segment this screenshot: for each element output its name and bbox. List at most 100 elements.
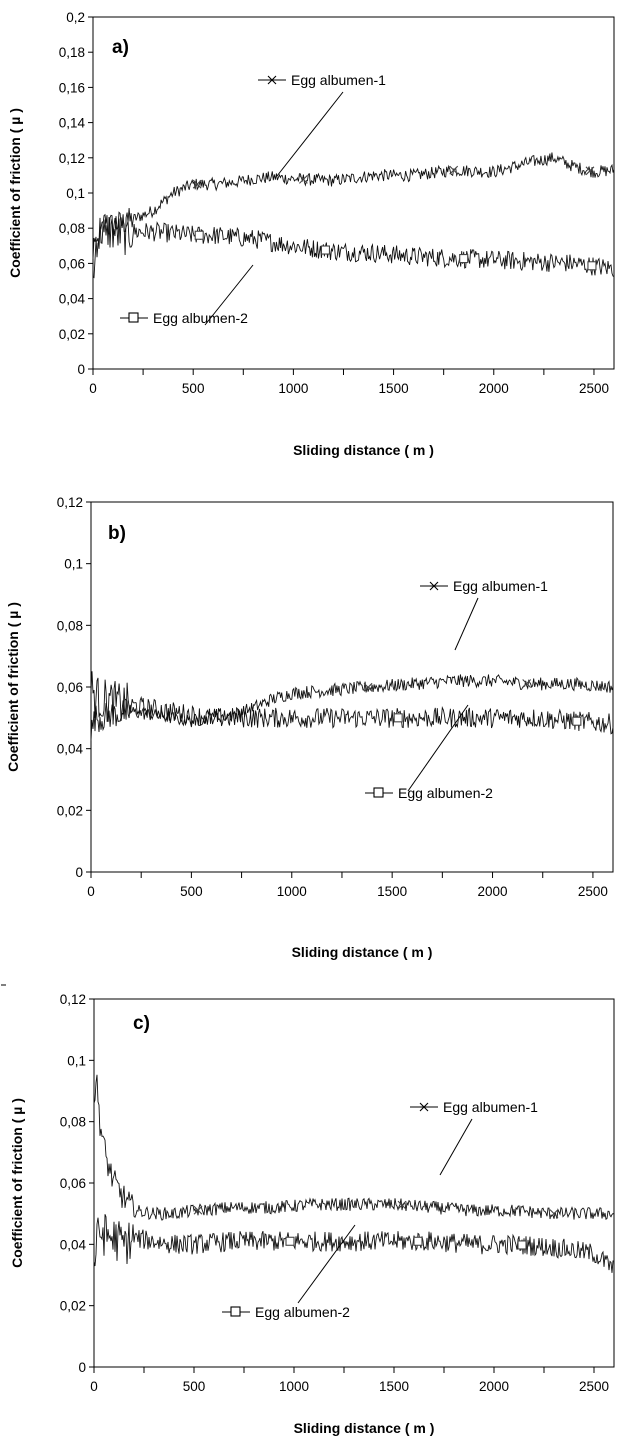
chart-panel-c: 0 0,02 0,04 0,06 0,08 0,1 0,12 0 500 1000 1500 2000… — [9, 992, 615, 1436]
legend-label: Egg albumen-1 — [453, 578, 548, 594]
x-axis-label: Sliding distance ( m ) — [293, 442, 434, 458]
legend-leader-line — [276, 91, 344, 177]
y-tick-label: 0,12 — [59, 151, 85, 166]
panel-label: c) — [133, 1013, 150, 1034]
legend-marker-x — [419, 1102, 429, 1112]
x-tick-label: 2500 — [579, 381, 609, 396]
y-tick-label: 0 — [77, 362, 85, 377]
series-line-2 — [92, 212, 615, 278]
series-marker-x — [522, 679, 532, 688]
x-tick-label: 2000 — [479, 1379, 509, 1394]
series-marker-x — [193, 1205, 203, 1215]
x-tick-label: 2500 — [579, 1379, 609, 1394]
y-tick-label: 0,06 — [60, 1176, 86, 1191]
y-tick-label: 0,18 — [59, 45, 85, 60]
series-marker-square — [393, 713, 403, 723]
legend-label: Egg albumen-1 — [443, 1099, 538, 1115]
x-tick-label: 0 — [87, 884, 95, 899]
x-tick-label: 1000 — [279, 1379, 309, 1394]
chart-panel-b: 0 0,02 0,04 0,06 0,08 0,1 0,12 0 500 1000 1500 2000… — [5, 495, 614, 960]
series-marker-square — [194, 230, 204, 240]
legend-leader-line — [407, 704, 469, 792]
y-tick-label: 0,04 — [59, 292, 86, 307]
y-tick-label: 0,02 — [57, 803, 83, 818]
series-line-1 — [92, 152, 615, 279]
legend-label: Egg albumen-2 — [255, 1304, 350, 1320]
panel-label: b) — [108, 523, 126, 544]
series-marker-x — [192, 179, 202, 189]
series-marker-square — [572, 716, 582, 726]
series-marker-x — [363, 682, 373, 692]
x-tick-label: 1500 — [379, 381, 409, 396]
y-axis-label: Coefficient of friction ( µ ) — [9, 1098, 25, 1268]
y-tick-label: 0,12 — [57, 495, 83, 510]
x-tick-label: 0 — [89, 381, 97, 396]
series-marker-x — [585, 166, 595, 176]
legend-entry-1: Egg albumen-1 — [410, 1099, 538, 1176]
panel-label: a) — [112, 37, 129, 58]
y-tick-label: 0 — [78, 1360, 86, 1375]
series-marker-x — [299, 174, 308, 184]
legend-label: Egg albumen-1 — [291, 72, 386, 88]
series-marker-square — [413, 1236, 423, 1246]
x-axis-label: Sliding distance ( m ) — [294, 1420, 435, 1436]
y-tick-label: 0,1 — [67, 1053, 86, 1068]
chart-panel-a: 0 0,02 0,04 0,06 0,08 0,1 0,12 0,14 0,16 0,18 0,2 0… — [7, 10, 615, 458]
legend-leader-line — [297, 1224, 356, 1304]
series-line-2 — [93, 1214, 614, 1273]
series-marker-x — [549, 1209, 559, 1219]
y-tick-label: 0,02 — [59, 327, 85, 342]
legend-marker-x — [267, 75, 277, 85]
x-tick-label: 0 — [90, 1379, 98, 1394]
series-line-1 — [93, 1074, 615, 1221]
y-tick-label: 0 — [75, 865, 83, 880]
y-tick-label: 0,14 — [59, 116, 86, 131]
series-marker-square — [459, 254, 469, 264]
legend-entry-1: Egg albumen-1 — [420, 578, 548, 651]
series-marker-x — [397, 1200, 407, 1210]
legend-entry-2: Egg albumen-2 — [365, 704, 493, 801]
x-tick-label: 500 — [182, 381, 205, 396]
y-tick-label: 0,06 — [59, 256, 85, 271]
y-tick-label: 0,04 — [57, 742, 84, 757]
y-tick-label: 0,1 — [64, 557, 83, 572]
legend-marker-x — [429, 581, 439, 591]
y-tick-label: 0,02 — [60, 1299, 86, 1314]
legend-entry-1: Egg albumen-1 — [258, 72, 386, 177]
legend-label: Egg albumen-2 — [398, 785, 493, 801]
legend-entry-2: Egg albumen-2 — [120, 264, 254, 326]
series-marker-square — [587, 261, 597, 271]
y-tick-label: 0,08 — [60, 1115, 86, 1130]
legend-marker-square — [230, 1306, 241, 1317]
legend-leader-line — [439, 1118, 473, 1176]
x-tick-label: 2000 — [478, 884, 508, 899]
legend-leader-line — [204, 264, 254, 326]
y-axis-label: Coefficient of friction ( µ ) — [7, 108, 23, 278]
y-tick-label: 0,16 — [59, 80, 85, 95]
legend-label: Egg albumen-2 — [153, 310, 248, 326]
series-marker-square — [285, 1236, 295, 1246]
y-tick-label: 0,12 — [60, 992, 86, 1007]
x-tick-label: 500 — [180, 884, 203, 899]
y-tick-label: 0,1 — [66, 186, 85, 201]
series-marker-square — [320, 245, 330, 255]
legend-marker-square — [128, 312, 139, 323]
x-tick-label: 1500 — [379, 1379, 409, 1394]
y-tick-label: 0,08 — [59, 221, 85, 236]
series-marker-x — [449, 165, 459, 175]
y-tick-label: 0,08 — [57, 618, 83, 633]
series-marker-square — [517, 1240, 527, 1250]
y-tick-label: 0,06 — [57, 680, 83, 695]
x-tick-label: 1000 — [278, 381, 308, 396]
series-line-2 — [90, 671, 614, 735]
plot-frame — [93, 998, 615, 1368]
x-tick-label: 1500 — [377, 884, 407, 899]
x-axis-label: Sliding distance ( m ) — [292, 944, 433, 960]
legend-leader-line — [454, 597, 479, 651]
legend-entry-2: Egg albumen-2 — [222, 1224, 356, 1320]
legend-marker-square — [373, 787, 384, 798]
x-tick-label: 2000 — [479, 381, 509, 396]
x-tick-label: 2500 — [578, 884, 608, 899]
x-tick-label: 1000 — [277, 884, 307, 899]
